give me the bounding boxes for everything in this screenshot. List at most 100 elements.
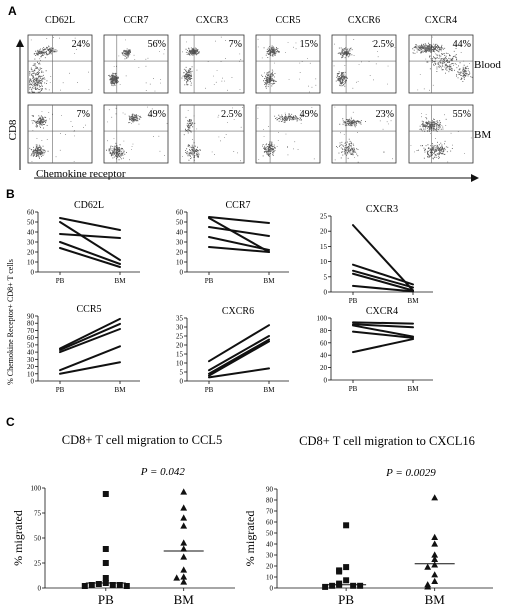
paired-sample-line (208, 335, 270, 372)
data-point-bm (180, 522, 188, 529)
y-tick-label: 20 (320, 228, 328, 236)
y-tick-label: 40 (27, 349, 35, 357)
chemokine-axis-label: Chemokine receptor (36, 168, 126, 180)
paired-sample-line (208, 367, 270, 379)
paired-sample-line (352, 324, 414, 338)
event-dot-cloud (106, 106, 168, 161)
y-tick-label: 10 (320, 258, 328, 266)
gate-percent: 24% (72, 39, 90, 50)
x-tick-label: BM (408, 385, 420, 393)
event-dot-cloud (182, 107, 243, 162)
flow-plot-cxcr4-blood: 44% (408, 34, 474, 94)
flow-column-headers: CD62L CCR7 CXCR3 CCR5 CXCR6 CXCR4 (45, 15, 457, 26)
y-tick-label: 10 (266, 574, 274, 582)
y-tick-label: 20 (176, 342, 184, 350)
paired-sample-line (59, 345, 121, 372)
y-tick-label: 25 (176, 333, 184, 341)
flow-plot-cxcr3-blood: 7% (179, 34, 245, 94)
paired-sample-line (208, 340, 270, 377)
y-axis-label: % migrated (243, 511, 257, 567)
event-dot-cloud (410, 109, 472, 163)
data-point-bm (431, 571, 439, 578)
data-point-pb (343, 577, 350, 584)
x-tick-label: PB (56, 386, 65, 394)
paired-sample-line (59, 233, 121, 239)
paired-sample-line (352, 224, 414, 292)
event-dot-cloud (257, 38, 317, 93)
cd8-axis-label: CD8 (7, 119, 19, 140)
flow-plot-cxcr3-bm: 2.5% (179, 104, 245, 164)
y-tick-label: 50 (34, 535, 42, 543)
data-point-bm (424, 563, 432, 570)
row-label-blood: Blood (474, 59, 501, 71)
flow-plot-ccr7-bm: 49% (103, 104, 169, 164)
paired-sample-line (208, 246, 270, 253)
data-point-bm (180, 553, 188, 560)
y-tick-label: 30 (176, 324, 184, 332)
y-tick-label: 0 (38, 585, 42, 593)
data-point-pb (357, 582, 364, 589)
paired-sample-line (352, 338, 414, 354)
y-tick-label: 90 (266, 486, 274, 494)
y-tick-label: 10 (27, 259, 35, 267)
x-tick-label: BM (264, 277, 276, 285)
data-point-pb (343, 564, 350, 571)
y-tick-label: 100 (317, 315, 328, 323)
paired-sample-line (352, 269, 414, 289)
paired-sample-line (59, 322, 121, 351)
data-point-bm (180, 514, 188, 521)
flow-plot-cd62l-blood: 24% (27, 34, 93, 94)
y-tick-label: 0 (270, 585, 274, 593)
line-plot-cxcr3: CXCR3 0 5 10 15 20 25 PB BM (320, 204, 433, 305)
gate-percent: 2.5% (221, 109, 242, 120)
paired-sample-line (59, 328, 121, 354)
row-label-bm: BM (474, 129, 491, 141)
y-tick-label: 0 (180, 269, 184, 277)
y-tick-label: 20 (27, 249, 35, 257)
panel-label-b: B (6, 187, 15, 201)
x-tick-label-pb: PB (98, 592, 114, 607)
data-point-bm (431, 494, 439, 501)
gate-percent: 2.5% (373, 39, 394, 50)
y-tick-label: 20 (176, 249, 184, 257)
x-tick-label-pb: PB (338, 592, 354, 607)
data-point-pb (88, 582, 95, 588)
x-tick-label: PB (56, 277, 65, 285)
y-tick-label: 40 (320, 352, 328, 360)
data-point-pb (81, 583, 88, 589)
x-tick-label: BM (408, 297, 420, 305)
event-dot-cloud (108, 39, 165, 92)
flow-plot-cxcr6-blood: 2.5% (331, 34, 397, 94)
line-plot-title: CXCR6 (222, 306, 254, 317)
paired-sample-line (352, 284, 414, 293)
y-tick-label: 70 (266, 508, 274, 516)
data-point-bm (180, 539, 188, 546)
line-plot-title: CXCR4 (366, 306, 398, 317)
migration-scatter-plots: CD8+ T cell migration to CCL5 P = 0.042 0 2… (11, 433, 493, 607)
column-header-ccr7: CCR7 (123, 15, 148, 26)
y-tick-label: 20 (320, 364, 328, 372)
flow-cytometry-panel: CD62L CCR7 CXCR3 CCR5 CXCR6 CXCR4 24% 56% 7% 15%… (7, 15, 501, 182)
data-point-bm (180, 545, 188, 552)
y-tick-label: 20 (27, 363, 35, 371)
y-tick-label: 60 (176, 209, 184, 217)
data-point-pb (336, 568, 343, 575)
event-dot-cloud (412, 36, 473, 91)
y-tick-label: 50 (176, 219, 184, 227)
data-point-pb (123, 583, 130, 589)
data-point-bm (173, 574, 181, 581)
x-tick-label: PB (349, 297, 358, 305)
paired-sample-line (208, 338, 270, 375)
y-tick-label: 80 (266, 497, 274, 505)
x-tick-label: PB (205, 277, 214, 285)
gate-percent: 55% (453, 109, 471, 120)
scatter-plot-cd8-t-cell-migration-to-ccl5: CD8+ T cell migration to CCL5 P = 0.042 0 2… (11, 433, 235, 607)
paired-sample-line (352, 321, 414, 325)
paired-sample-line (59, 221, 121, 261)
event-dot-cloud (181, 36, 242, 91)
y-tick-label: 100 (31, 485, 42, 493)
paired-sample-line (59, 247, 121, 268)
